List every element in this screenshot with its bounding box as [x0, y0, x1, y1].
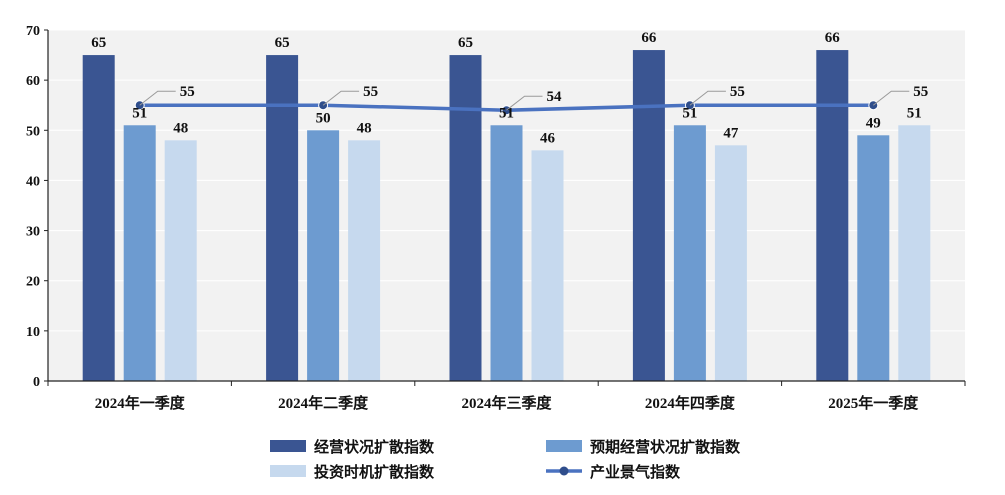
x-category-label: 2024年三季度: [461, 394, 552, 412]
bar-data-label: 49: [866, 115, 881, 131]
bar-data-label: 51: [132, 105, 147, 121]
line-data-label: 55: [730, 84, 745, 100]
data-labels: 55 55 54 55 55 65 65 65 66 66 51 50 51 51 49 48 48 46 47 51: [91, 30, 928, 146]
y-tick-label: 60: [26, 74, 40, 89]
x-category-label: 2024年一季度: [95, 394, 186, 412]
legend-label: 产业景气指数: [590, 463, 681, 481]
bar-1: [632, 50, 665, 382]
leader-line: [872, 90, 910, 106]
leader-line: [139, 90, 176, 106]
bar-2: [673, 125, 706, 382]
legend-swatch: [546, 440, 582, 452]
y-tick-label: 0: [33, 375, 40, 390]
bars: [82, 50, 931, 382]
bar-data-label: 65: [91, 35, 106, 51]
bar-data-label: 65: [275, 35, 290, 51]
line-data-label: 55: [180, 84, 195, 100]
bar-1: [816, 50, 849, 382]
legend-label: 经营状况扩散指数: [314, 438, 435, 456]
leader-line: [322, 90, 360, 106]
y-tick-label: 50: [26, 124, 40, 139]
line-data-label: 55: [363, 84, 378, 100]
bar-1: [449, 55, 482, 381]
bar-data-label: 50: [316, 110, 331, 126]
line-data-label: 54: [547, 89, 563, 105]
legend-swatch: [270, 440, 306, 452]
line-series: [134, 90, 910, 116]
x-category-label: 2024年二季度: [278, 394, 369, 412]
bar-2: [490, 125, 523, 382]
bar-3: [348, 140, 381, 381]
bar-data-label: 48: [357, 120, 372, 136]
x-category-label: 2025年一季度: [828, 394, 919, 412]
legend-swatch-marker: [559, 466, 569, 476]
bar-data-label: 51: [682, 105, 697, 121]
legend-label: 投资时机扩散指数: [314, 463, 435, 481]
y-tick-label: 30: [26, 225, 40, 240]
bar-3: [531, 150, 564, 381]
bar-3: [164, 140, 197, 381]
bar-3: [898, 125, 931, 382]
bar-data-label: 47: [723, 125, 739, 141]
y-tick-label: 40: [26, 174, 40, 189]
bar-data-label: 48: [173, 120, 188, 136]
bar-1: [82, 55, 115, 381]
bar-data-label: 51: [907, 105, 922, 121]
axes: 0 10 20 30 40 50 60 70 2024年一季度 2024年二季度 2024年三季度 2…: [26, 24, 966, 412]
bar-data-label: 51: [499, 105, 514, 121]
y-tick-label: 70: [26, 24, 40, 39]
leader-line: [689, 90, 726, 106]
y-tick-label: 20: [26, 275, 40, 290]
leader-line: [506, 95, 543, 111]
line-data-label: 55: [913, 84, 928, 100]
legend-label: 预期经营状况扩散指数: [590, 438, 741, 456]
x-category-label: 2024年四季度: [645, 394, 736, 412]
bar-2: [307, 130, 340, 381]
bar-2: [857, 135, 890, 381]
bar-1: [266, 55, 299, 381]
bar-data-label: 65: [458, 35, 473, 51]
bar-data-label: 66: [641, 30, 657, 46]
bar-data-label: 46: [540, 130, 556, 146]
bar-2: [123, 125, 156, 382]
y-tick-label: 10: [26, 325, 40, 340]
bar-data-label: 66: [825, 30, 841, 46]
legend-swatch: [270, 465, 306, 477]
bar-3: [714, 145, 747, 381]
